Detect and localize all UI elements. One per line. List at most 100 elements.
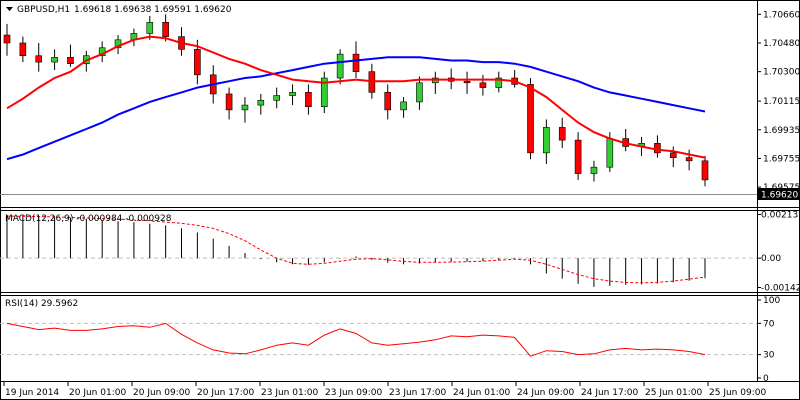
candle: [558, 117, 566, 149]
time-tick-label: 25 Jun 09:00: [709, 388, 766, 398]
macd-tick-label: -0.001429: [761, 283, 800, 293]
time-tick-label: 20 Jun 01:00: [69, 388, 126, 398]
price-tick-label: 1.70480: [763, 39, 800, 49]
time-tick-label: 23 Jun 17:00: [389, 388, 446, 398]
candle: [3, 23, 11, 56]
candle: [669, 146, 677, 168]
macd-signal-line: [6, 215, 706, 284]
current-price-label: 1.69620: [761, 191, 798, 201]
rsi-tick-label: 0: [763, 374, 769, 384]
rsi-axis: 100 70 30 0: [757, 296, 780, 384]
bear-candle-body: [558, 127, 566, 141]
bull-candle-body: [146, 21, 154, 34]
candle: [463, 71, 471, 94]
bull-candle-body: [257, 100, 265, 106]
rsi-tick-label: 100: [763, 296, 780, 306]
bull-candle-body: [543, 127, 550, 154]
candle: [701, 156, 709, 187]
bull-candle-body: [241, 104, 249, 111]
bear-candle-body: [35, 55, 43, 63]
bull-candle-body: [51, 57, 58, 63]
candle: [273, 87, 280, 109]
ma-slow-line: [6, 56, 706, 161]
candle: [225, 87, 233, 120]
time-tick-label: 23 Jun 01:00: [261, 388, 318, 398]
bear-candle-body: [225, 93, 233, 111]
bear-candle-body: [654, 143, 661, 154]
price-tick-label: 1.70115: [763, 97, 800, 107]
rsi-line: [6, 322, 706, 357]
bear-candle-body: [3, 34, 11, 44]
bear-candle-body: [479, 82, 487, 88]
bear-candle-body: [384, 92, 392, 111]
candle: [336, 49, 344, 85]
candle: [320, 71, 328, 114]
bear-candle-body: [574, 139, 582, 174]
ohlc-label: 1.69618 1.69638 1.69591 1.69620: [74, 5, 232, 15]
price-tick-label: 1.69935: [763, 126, 800, 136]
price-tick-label: 1.69755: [763, 154, 800, 164]
candle: [19, 36, 27, 63]
bear-candle-body: [194, 49, 201, 76]
bull-candle-body: [590, 166, 598, 174]
time-tick-label: 23 Jun 09:00: [325, 388, 382, 398]
rsi-header: RSI(14) 29.5962: [5, 299, 78, 309]
candle: [543, 119, 550, 165]
bull-candle-body: [114, 39, 122, 49]
current-price-tag: 1.69620: [758, 188, 799, 201]
bull-candle-body: [495, 77, 503, 88]
macd-histogram: [6, 215, 706, 287]
candle: [384, 84, 392, 120]
bull-candle-body: [289, 92, 296, 96]
bull-candle-body: [273, 95, 280, 101]
candle: [51, 49, 58, 71]
bear-candle-body: [701, 160, 709, 181]
candle: [114, 35, 122, 55]
candle: [527, 78, 534, 160]
bull-candle-body: [336, 53, 344, 79]
candle: [241, 97, 249, 123]
macd-tick-label: 0.002132: [761, 210, 800, 220]
bear-candle-body: [669, 152, 677, 158]
candle: [400, 97, 407, 118]
time-tick-label: 24 Jun 01:00: [453, 388, 510, 398]
candle: [35, 42, 43, 72]
symbol-label: GBPUSD,H1: [17, 5, 70, 15]
time-tick-label: 19 Jun 2014: [5, 388, 59, 398]
bull-candle-body: [606, 138, 614, 168]
bear-candle-body: [19, 42, 27, 57]
time-tick-label: 24 Jun 09:00: [517, 388, 574, 398]
time-tick-label: 24 Jun 17:00: [581, 388, 638, 398]
macd-pane: MACD(12,26,9) -0.000984 -0.000928: [0, 214, 757, 287]
bear-candle-body: [352, 53, 360, 72]
ma-fast-line: [6, 35, 706, 159]
time-tick-label: 20 Jun 09:00: [133, 388, 190, 398]
candle: [574, 132, 582, 180]
candle: [162, 14, 169, 42]
price-tick-label: 1.70660: [763, 10, 800, 20]
current-price-box: [758, 188, 799, 200]
candle: [685, 149, 693, 171]
bull-candle-body: [320, 77, 328, 107]
price-tick-label: 1.70300: [763, 68, 800, 78]
time-axis: 19 Jun 2014 20 Jun 01:00 20 Jun 09:00 20 Ju…: [3, 381, 766, 398]
candle: [590, 160, 598, 182]
candle: [479, 74, 487, 96]
bear-candle-body: [685, 157, 693, 162]
candle: [257, 93, 265, 115]
macd-header: MACD(12,26,9) -0.000984 -0.000928: [5, 214, 172, 224]
bear-candle-body: [305, 92, 312, 107]
candle: [305, 84, 312, 115]
bull-candle-body: [416, 82, 423, 103]
candle: [67, 44, 74, 67]
rsi-tick-label: 70: [763, 319, 775, 329]
candlestick-series: [3, 14, 709, 187]
chart-header: GBPUSD,H1 1.69618 1.69638 1.69591 1.6962…: [6, 5, 232, 15]
dropdown-triangle-icon[interactable]: [6, 7, 13, 11]
price-pane: GBPUSD,H1 1.69618 1.69638 1.69591 1.6962…: [0, 5, 757, 195]
rsi-tick-label: 30: [763, 351, 775, 361]
bull-candle-body: [400, 101, 407, 111]
bear-candle-body: [527, 84, 534, 154]
